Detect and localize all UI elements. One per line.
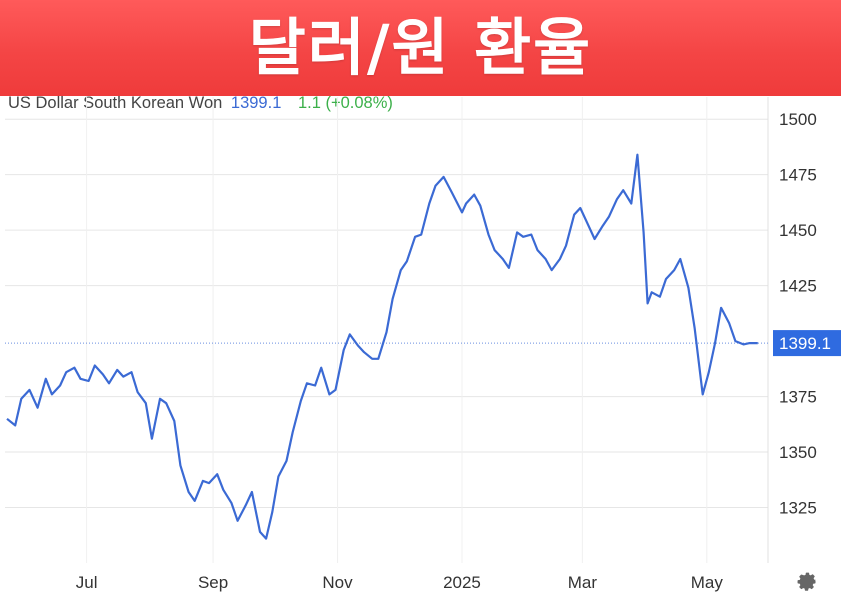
x-tick-label: May	[691, 573, 724, 592]
last-value-label: 1399.1	[779, 334, 831, 353]
gear-icon	[797, 572, 816, 591]
x-tick-label: 2025	[443, 573, 481, 592]
settings-gear-icon[interactable]	[797, 570, 819, 592]
y-tick-label: 1375	[779, 388, 817, 407]
y-tick-label: 1475	[779, 166, 817, 185]
banner-title: 달러/원 환율	[248, 11, 593, 84]
legend-change: 1.1 (+0.08%)	[297, 94, 393, 112]
y-tick-label: 1450	[779, 221, 817, 240]
x-tick-label: Nov	[322, 573, 353, 592]
x-tick-label: Mar	[568, 573, 598, 592]
y-tick-label: 1425	[779, 277, 817, 296]
legend-last-price: 1399.1	[230, 94, 282, 112]
chart-legend: US Dollar South Korean Won 1399.1 1.1 (+…	[8, 94, 393, 113]
y-tick-label: 1500	[779, 110, 817, 129]
x-tick-label: Jul	[76, 573, 98, 592]
legend-series-name: US Dollar South Korean Won	[8, 94, 223, 112]
y-tick-label: 1350	[779, 443, 817, 462]
series-line	[6, 153, 758, 540]
title-banner: 달러/원 환율	[0, 0, 841, 96]
last-value-tag	[773, 330, 841, 357]
x-tick-label: Sep	[198, 573, 228, 592]
y-tick-label: 1325	[779, 499, 817, 518]
